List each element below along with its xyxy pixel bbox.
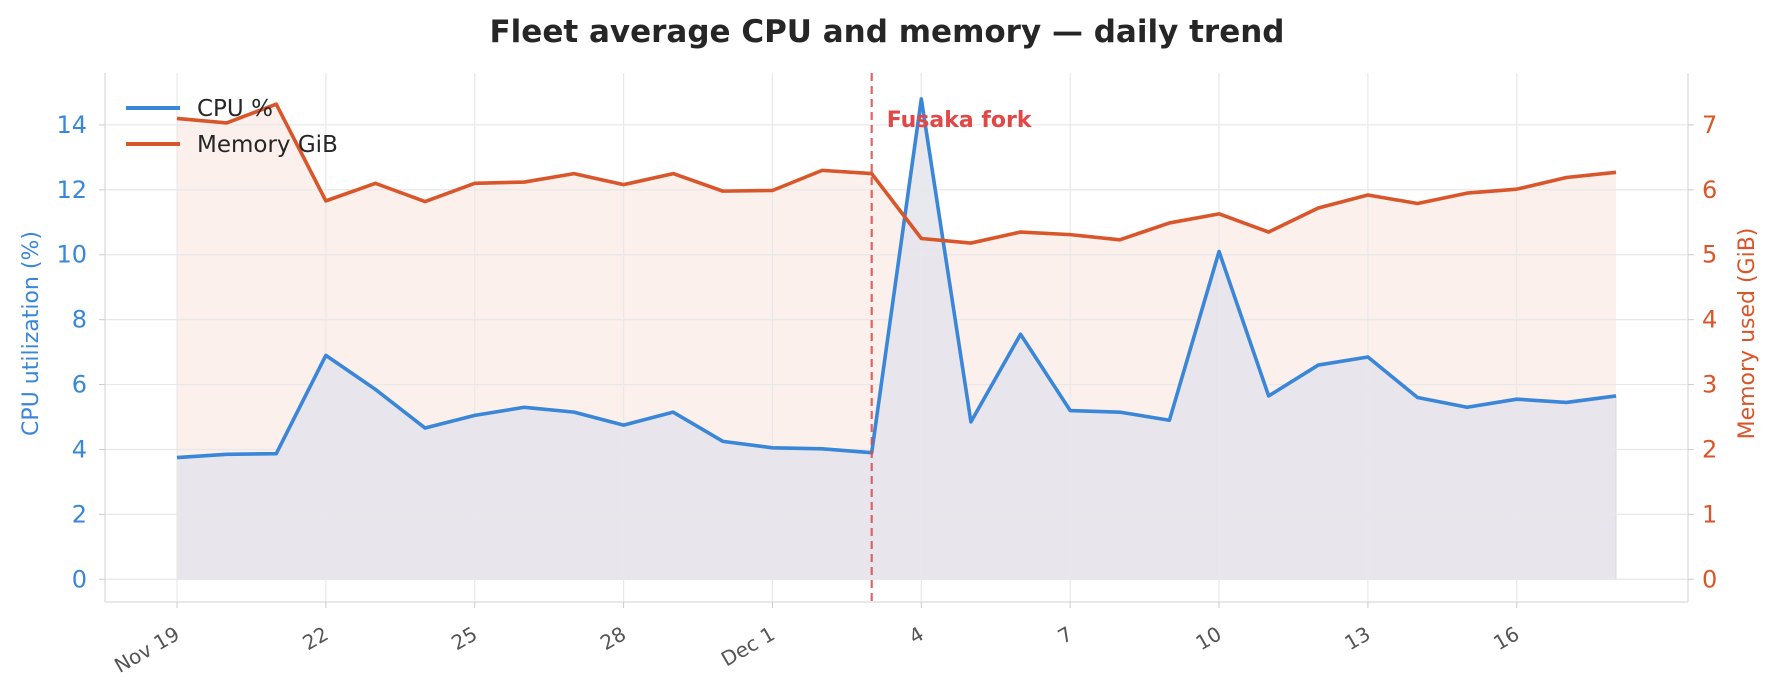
x-tick-label: 7 <box>1054 622 1077 649</box>
y-tick-label-left: 2 <box>72 500 87 528</box>
y-tick-label-left: 12 <box>56 176 87 204</box>
series-lines <box>176 97 1617 460</box>
x-tick-label: 10 <box>1191 622 1225 656</box>
legend-label: CPU % <box>197 96 273 122</box>
y-tick-label-right: 5 <box>1702 241 1717 269</box>
y-tick-label-left: 10 <box>56 241 87 269</box>
y-tick-label-right: 6 <box>1702 176 1717 204</box>
y-tick-label-right: 7 <box>1702 111 1717 139</box>
y-tick-label-left: 8 <box>72 306 87 334</box>
gridlines <box>105 73 1688 602</box>
y-axis-label-right: Memory used (GiB) <box>1735 228 1760 440</box>
annotations: Fusaka fork <box>870 73 1033 602</box>
cpu-series-line <box>176 97 1617 460</box>
y-axis-label-left: CPU utilization (%) <box>19 231 44 436</box>
y-tick-label-left: 6 <box>72 371 87 399</box>
y-tick-label-left: 0 <box>72 565 87 593</box>
x-tick-label: 25 <box>447 622 481 656</box>
annotation-label: Fusaka fork <box>887 108 1033 133</box>
y-tick-label-right: 2 <box>1702 435 1717 463</box>
y-tick-label-left: 4 <box>72 435 87 463</box>
y-tick-label-right: 4 <box>1702 306 1717 334</box>
x-tick-label: Nov 19 <box>110 622 183 678</box>
axes-frame <box>104 73 1689 603</box>
y-tick-label-right: 3 <box>1702 371 1717 399</box>
x-tick-label: 22 <box>298 622 332 656</box>
legend-label: Memory GiB <box>197 132 338 158</box>
x-tick-label: Dec 1 <box>717 622 779 672</box>
y-tick-label-right: 1 <box>1702 500 1717 528</box>
x-tick-label: 13 <box>1340 622 1374 656</box>
legend: CPU % Memory GiB <box>126 96 338 158</box>
x-tick-label: 28 <box>596 622 630 656</box>
x-tick-label: 16 <box>1489 622 1523 656</box>
chart-title: Fleet average CPU and memory — daily tre… <box>490 14 1285 50</box>
x-tick-label: 4 <box>905 622 928 649</box>
memory-series-line <box>176 102 1617 245</box>
y-tick-label-left: 14 <box>56 111 87 139</box>
area-fills <box>176 98 1617 580</box>
y-tick-label-right: 0 <box>1702 565 1717 593</box>
